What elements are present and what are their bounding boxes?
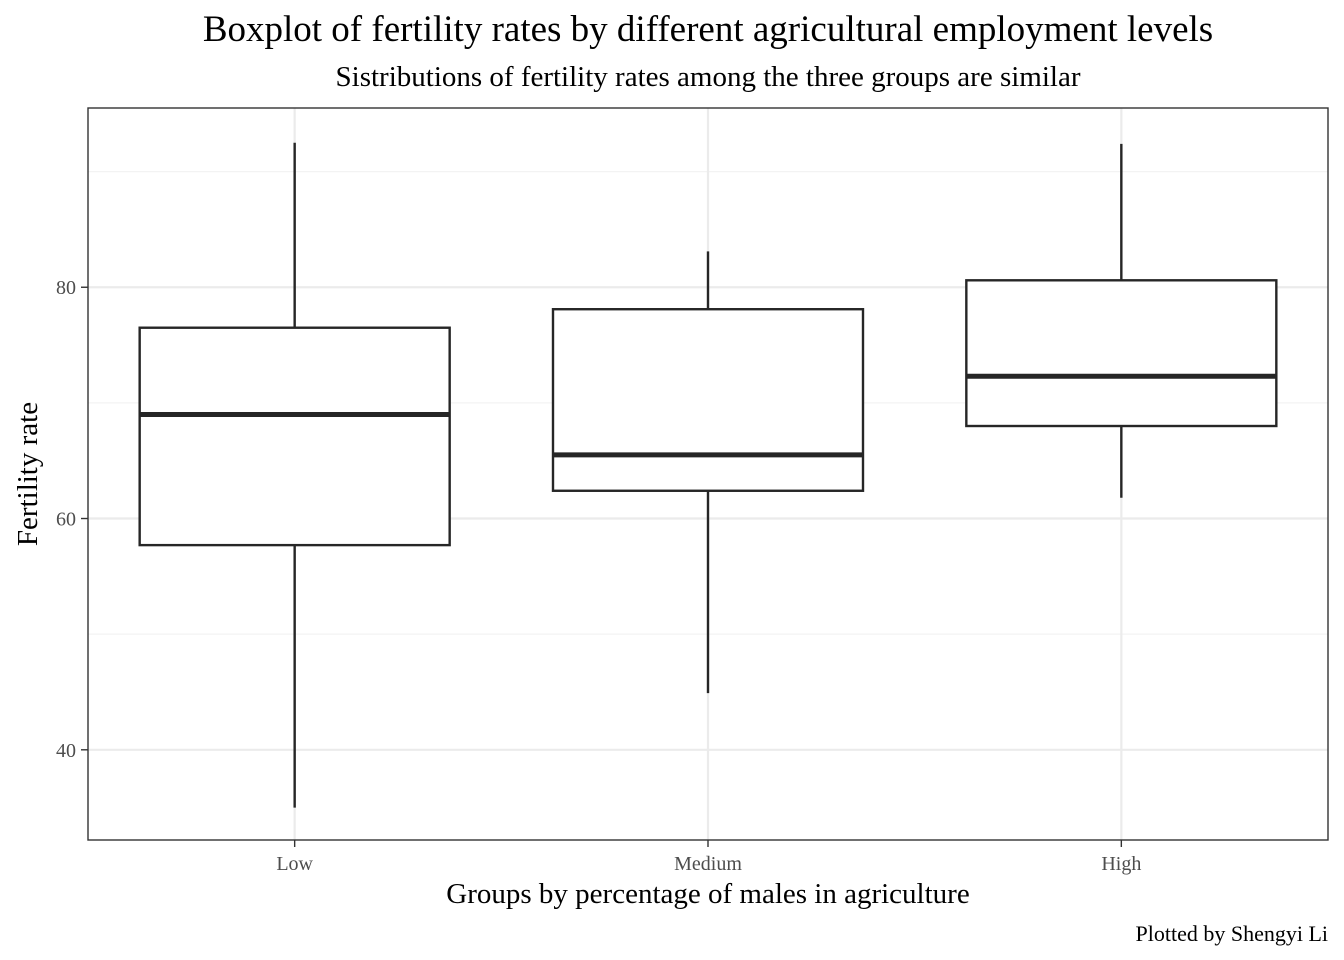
x-tick-label: Low [276, 853, 313, 875]
chart-title: Boxplot of fertility rates by different … [202, 9, 1214, 50]
y-tick-label: 60 [56, 509, 76, 531]
box-medium [551, 308, 865, 492]
x-tick-label: High [1101, 853, 1141, 875]
y-tick-label: 80 [56, 277, 76, 299]
x-tick-label: Medium [674, 853, 742, 875]
box-low [138, 326, 451, 547]
chart-caption: Plotted by Shengyi Li [1135, 921, 1329, 946]
chart-subtitle: Sistributions of fertility rates among t… [335, 61, 1081, 93]
x-axis-title: Groups by percentage of males in agricul… [446, 878, 970, 910]
y-tick-label: 40 [56, 740, 76, 762]
box-high [965, 279, 1278, 428]
